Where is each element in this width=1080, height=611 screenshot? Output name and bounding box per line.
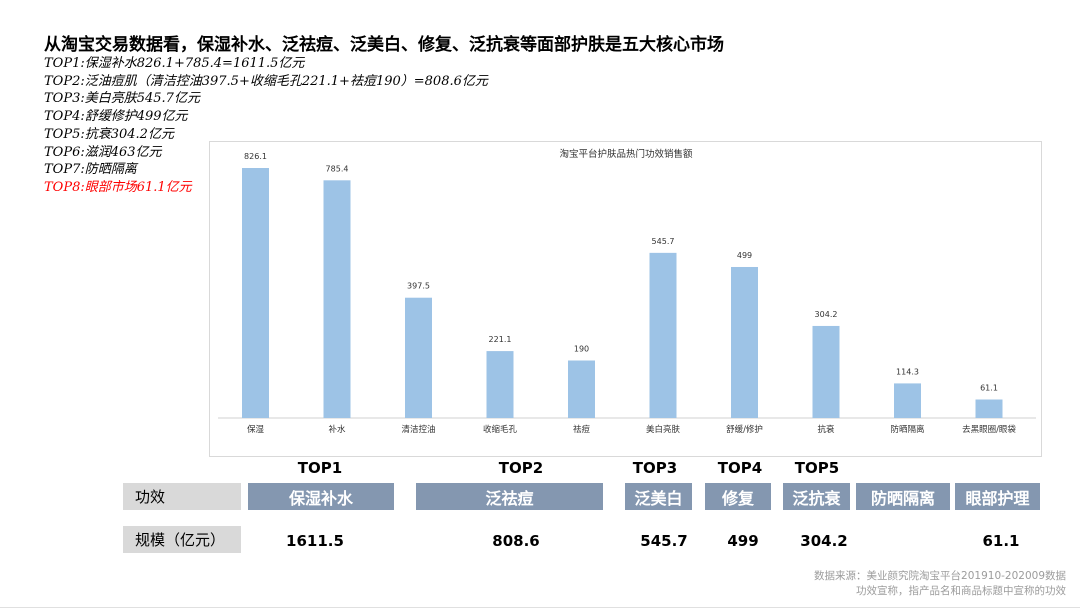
- cell-anti-aging: 泛抗衰: [783, 483, 850, 510]
- value-label-2: 397.5: [407, 282, 430, 291]
- value-acne: 808.6: [492, 532, 540, 550]
- category-label-9: 去黑眼圈/眼袋: [962, 424, 1016, 435]
- note-top5: TOP5:抗衰304.2亿元: [44, 126, 174, 142]
- category-label-2: 清洁控油: [401, 424, 435, 435]
- category-label-4: 祛痘: [573, 424, 591, 435]
- bar-0: [242, 168, 269, 418]
- value-label-9: 61.1: [980, 384, 998, 393]
- category-label-3: 收缩毛孔: [483, 424, 518, 435]
- top2-label: TOP2: [498, 459, 544, 477]
- top1-label: TOP1: [297, 459, 343, 477]
- source-note: 数据来源：美业颜究院淘宝平台201910-202009数据 功效宣称，指产品名和…: [814, 569, 1066, 599]
- category-label-1: 补水: [328, 424, 346, 435]
- value-moisturizing: 1611.5: [286, 532, 344, 550]
- bar-chart-svg: 淘宝平台护肤品热门功效销售额 826.1 保湿 785.4 补水 397.5 清洁控油 22…: [218, 148, 1036, 435]
- category-label-5: 美白亮肤: [646, 424, 681, 435]
- bar-chart: 淘宝平台护肤品热门功效销售额 826.1 保湿 785.4 补水 397.5 清洁控油 22…: [209, 141, 1042, 457]
- bar-8: [894, 383, 921, 418]
- note-top3: TOP3:美白亮肤545.7亿元: [44, 91, 200, 107]
- category-label-7: 抗衰: [817, 424, 835, 435]
- value-eye-care: 61.1: [982, 532, 1020, 550]
- value-label-4: 190: [574, 345, 589, 354]
- value-label-0: 826.1: [244, 152, 267, 161]
- top-ranking-notes: TOP1:保湿补水826.1+785.4=1611.5亿元 TOP2:泛油痘肌（…: [44, 55, 488, 197]
- value-label-6: 499: [737, 251, 752, 260]
- top3-label: TOP3: [632, 459, 678, 477]
- note-top7: TOP7:防晒隔离: [44, 162, 137, 178]
- bar-9: [975, 399, 1003, 418]
- cell-repair: 修复: [705, 483, 771, 510]
- note-top6: TOP6:滋润463亿元: [44, 144, 162, 160]
- note-top2: TOP2:泛油痘肌（清洁控油397.5+收缩毛孔221.1+祛痘190）=808…: [44, 73, 488, 89]
- bar-1: [323, 180, 351, 418]
- note-top8: TOP8:眼部市场61.1亿元: [44, 179, 192, 195]
- bar-5: [649, 252, 677, 418]
- top4-label: TOP4: [717, 459, 763, 477]
- page-headline: 从淘宝交易数据看，保湿补水、泛祛痘、泛美白、修复、泛抗衰等面部护肤是五大核心市场: [44, 35, 724, 55]
- chart-title: 淘宝平台护肤品热门功效销售额: [559, 148, 693, 160]
- source-line-2: 功效宣称，指产品名和商品标题中宣称的功效: [856, 585, 1066, 597]
- cell-moisturizing: 保湿补水: [248, 483, 394, 510]
- bar-4: [568, 360, 595, 418]
- value-label-5: 545.7: [652, 237, 675, 246]
- bar-2: [405, 297, 432, 418]
- category-label-0: 保湿: [247, 424, 265, 435]
- note-top4: TOP4:舒缓修护499亿元: [44, 109, 188, 125]
- value-label-8: 114.3: [896, 367, 919, 376]
- bar-6: [731, 266, 758, 418]
- bottom-divider: [0, 607, 1080, 608]
- cell-acne: 泛祛痘: [416, 483, 603, 510]
- row-label-function: 功效: [123, 483, 241, 510]
- category-label-6: 舒缓/修护: [726, 424, 763, 435]
- value-label-7: 304.2: [815, 310, 838, 319]
- value-label-3: 221.1: [489, 335, 512, 344]
- cell-eye-care: 眼部护理: [955, 483, 1040, 510]
- value-anti-aging: 304.2: [800, 532, 848, 550]
- top5-label: TOP5: [794, 459, 840, 477]
- bars-group: 826.1 保湿 785.4 补水 397.5 清洁控油 221.1 收缩毛孔 190 祛痘 545…: [218, 152, 1036, 435]
- cell-whitening: 泛美白: [625, 483, 692, 510]
- source-line-1: 数据来源：美业颜究院淘宝平台201910-202009数据: [814, 570, 1066, 582]
- value-whitening: 545.7: [640, 532, 688, 550]
- note-top1: TOP1:保湿补水826.1+785.4=1611.5亿元: [44, 56, 305, 71]
- row-label-scale: 规模（亿元）: [123, 526, 241, 553]
- value-label-1: 785.4: [326, 164, 349, 173]
- bar-3: [486, 351, 514, 418]
- bar-7: [812, 325, 840, 418]
- cell-sunscreen: 防晒隔离: [856, 483, 950, 510]
- value-repair: 499: [727, 532, 759, 550]
- category-label-8: 防晒隔离: [890, 424, 924, 435]
